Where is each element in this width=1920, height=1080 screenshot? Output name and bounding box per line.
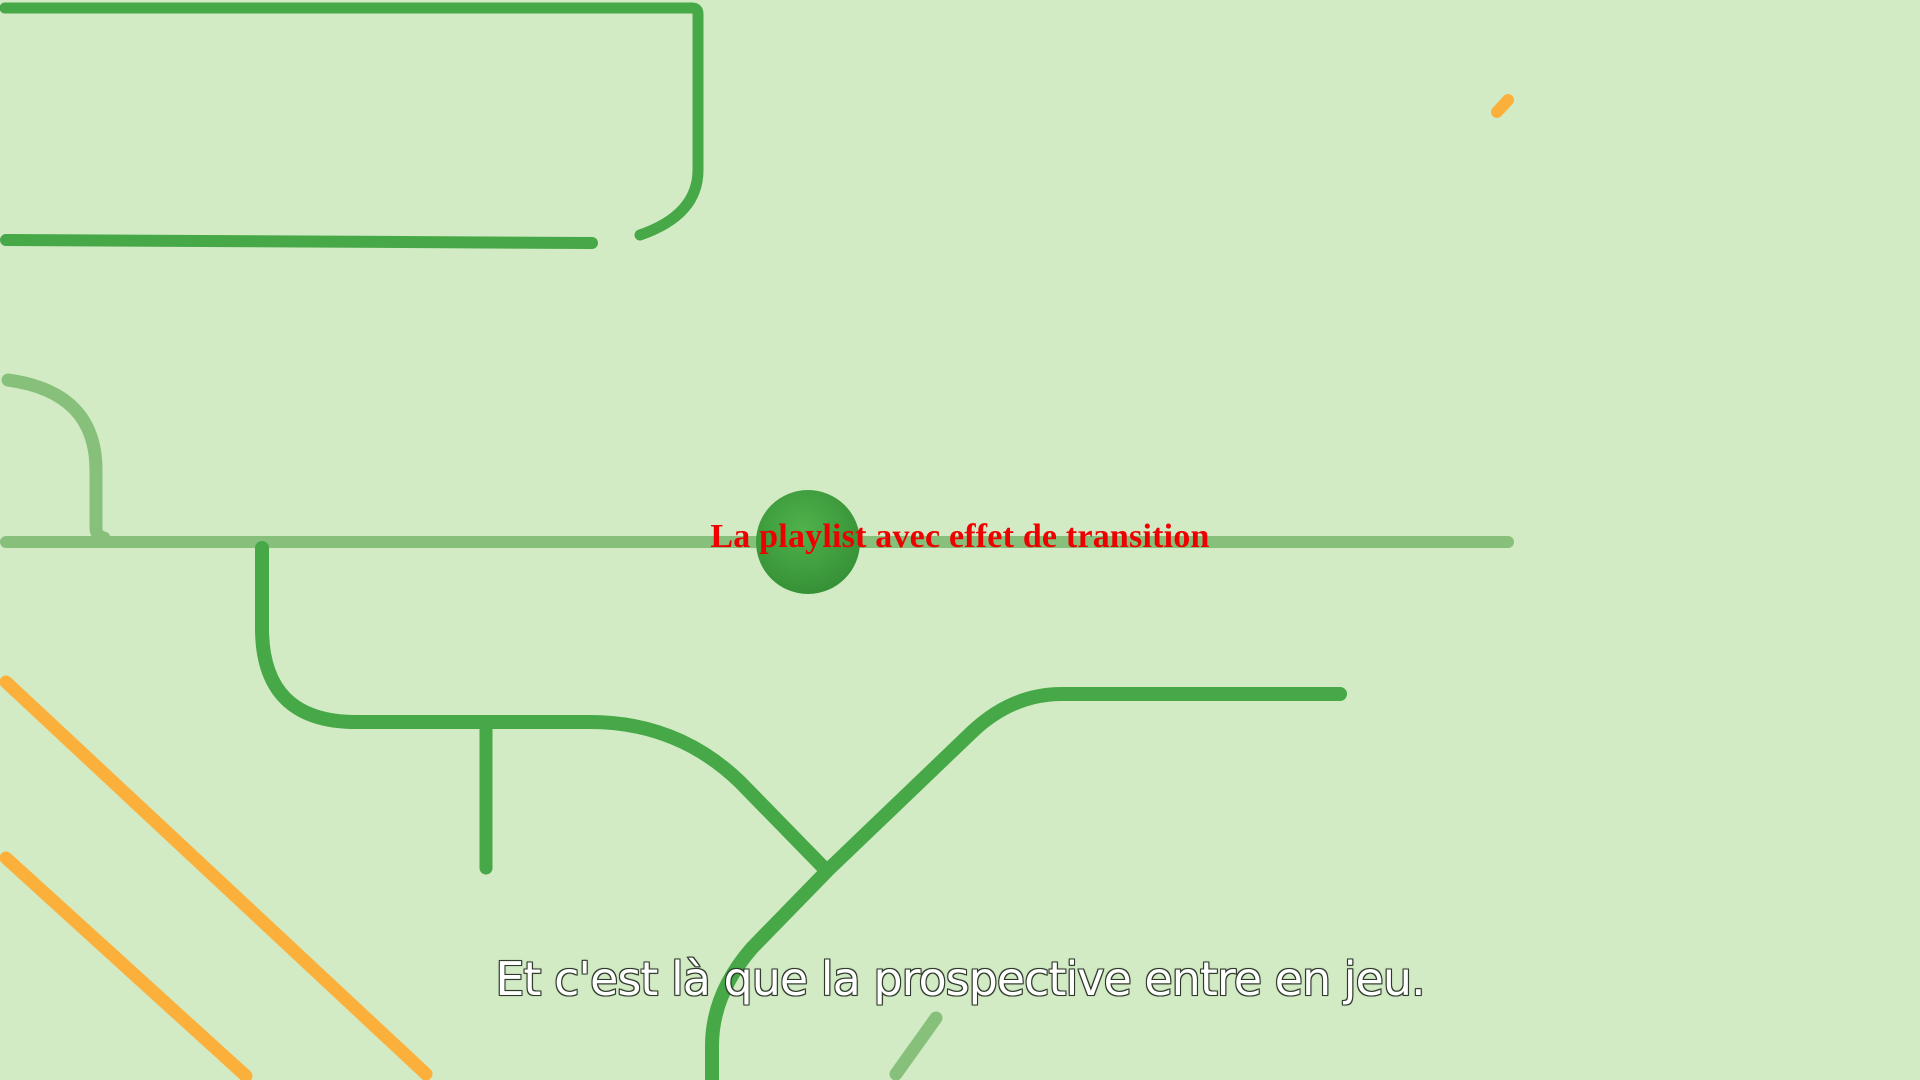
- branching-line: [255, 541, 829, 873]
- orange-diagonal-line-2: [0, 851, 253, 1080]
- playlist-title-overlay: La playlist avec effet de transition: [710, 518, 1210, 555]
- y-branch-line: [705, 687, 1347, 1080]
- orange-dash: [1491, 94, 1514, 118]
- top-bracket-bottom-line: [0, 234, 598, 249]
- orange-diagonal-line-1: [0, 675, 433, 1080]
- green-dot: [756, 490, 860, 594]
- left-arch-line: [1, 373, 111, 545]
- top-bracket-line: [0, 2, 704, 241]
- video-subtitle: Et c'est là que la prospective entre en …: [494, 951, 1426, 1007]
- bottom-stub-line: [889, 1011, 943, 1080]
